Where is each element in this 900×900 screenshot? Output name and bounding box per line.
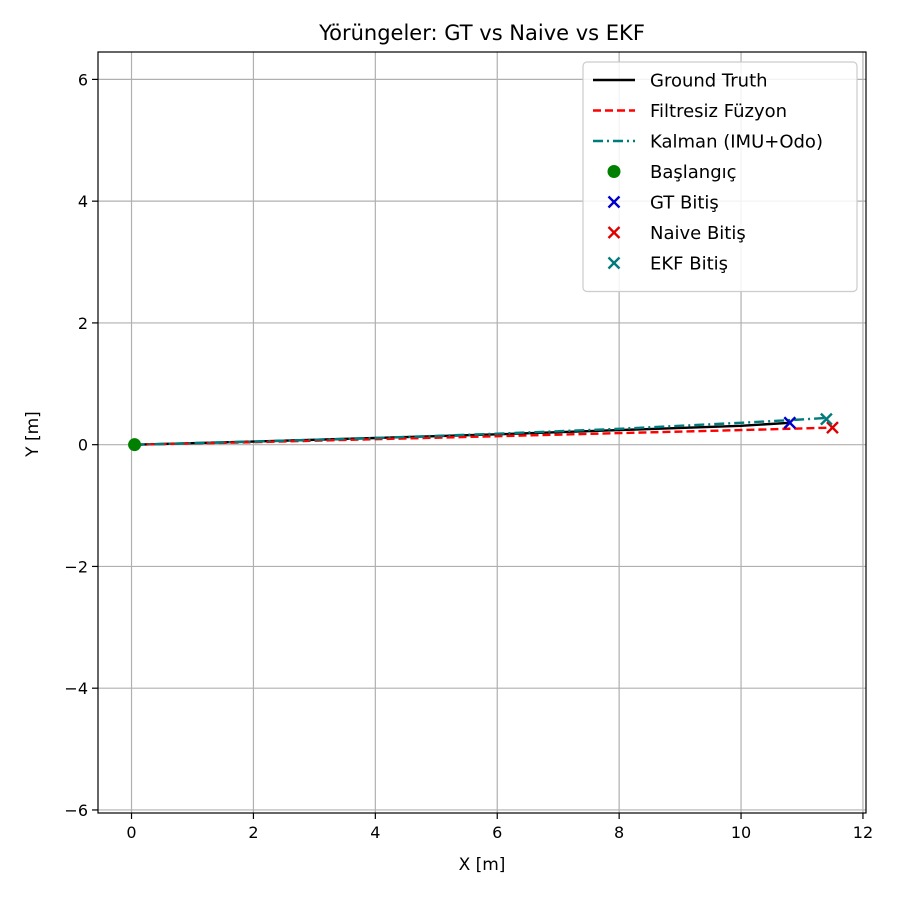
x-tick-label: 10 [731, 823, 751, 842]
point-marker-1-stroke [783, 416, 797, 430]
series-line-1 [134, 426, 833, 446]
point-marker-1 [783, 416, 797, 430]
axis-ticks: 0 2 4 6 8 10 12 −6 −4 −2 0 2 4 6 [64, 70, 873, 842]
point-marker-0 [128, 438, 142, 452]
x-tick-label: 0 [126, 823, 136, 842]
legend-entry-label: Başlangıç [650, 162, 737, 183]
grid [98, 52, 866, 813]
legend-entry-label: Kalman (IMU+Odo) [650, 132, 823, 153]
x-tick-label: 12 [853, 823, 873, 842]
legend-entry-label: Naive Bitiş [650, 223, 746, 244]
legend-marker-handle-stroke [607, 195, 621, 209]
legend-entry-label: GT Bitiş [650, 193, 719, 214]
y-tick-label: 2 [78, 314, 88, 333]
legend-box [582, 61, 858, 293]
legend-entry-label: EKF Bitiş [650, 254, 728, 275]
x-tick-label: 8 [614, 823, 624, 842]
legend-marker-handle [607, 195, 621, 209]
series-lines [134, 416, 833, 446]
y-tick-label: 0 [78, 436, 88, 455]
y-tick-label: 6 [78, 70, 88, 89]
y-tick-label: −4 [64, 679, 88, 698]
legend-marker-handle [607, 226, 621, 239]
x-tick-label: 2 [248, 823, 258, 842]
legend-marker-handle [607, 165, 621, 178]
series-line-2 [134, 416, 827, 446]
x-tick-label: 4 [370, 823, 380, 842]
legend-marker-handle-stroke [607, 226, 621, 239]
x-axis-label: X [m] [459, 855, 506, 875]
legend-entry-label: Ground Truth [650, 71, 768, 92]
chart-title: Yörüngeler: GT vs Naive vs EKF [318, 21, 645, 45]
legend-marker-handle-stroke [607, 256, 621, 270]
y-tick-label: −2 [64, 557, 88, 576]
plot-area-frame [97, 51, 867, 814]
y-tick-label: 4 [78, 192, 88, 211]
legend: Ground Truth Filtresiz Füzyon Kalman (IMU+… [582, 61, 858, 293]
point-marker-2 [826, 421, 839, 434]
y-tick-label: −6 [64, 801, 88, 820]
point-marker-2-stroke [826, 421, 839, 434]
point-marker-3-stroke [820, 412, 833, 426]
x-tick-label: 6 [492, 823, 502, 842]
legend-entry-label: Filtresiz Füzyon [650, 101, 787, 122]
legend-marker-handle [607, 256, 621, 270]
y-axis-label: Y [m] [23, 411, 43, 458]
point-markers [128, 412, 839, 452]
point-marker-3 [820, 412, 833, 426]
